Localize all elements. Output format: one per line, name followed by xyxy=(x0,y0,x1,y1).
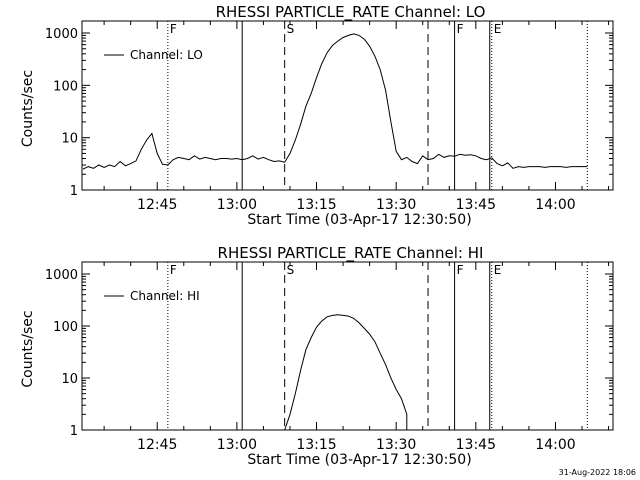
x-tick-label: 12:45 xyxy=(137,197,177,213)
marker-label: F xyxy=(170,22,177,36)
marker-label: F xyxy=(457,263,464,277)
plot-frame xyxy=(81,261,614,431)
chart-panel-hi: RHESSI PARTICLE_RATE Channel: HI 1 10 100 10… xyxy=(20,244,614,468)
x-tick-label: 13:15 xyxy=(296,437,336,453)
series-line xyxy=(82,33,588,170)
x-tick-label: 13:15 xyxy=(296,197,336,213)
legend-label: Channel: LO xyxy=(130,48,203,62)
x-tick-label: 13:45 xyxy=(456,197,496,213)
y-axis-label: Counts/sec xyxy=(20,70,36,147)
series-line xyxy=(284,314,408,431)
y-tick-label: 100 xyxy=(53,79,78,94)
plot-frame xyxy=(81,20,614,191)
y-tick-label: 1 xyxy=(70,184,78,199)
x-tick-label: 12:45 xyxy=(137,437,177,453)
x-axis-label: Start Time (03-Apr-17 12:30:50) xyxy=(247,212,471,228)
x-tick-label: 13:45 xyxy=(456,437,496,453)
marker-label: F xyxy=(457,22,464,36)
y-tick-label: 1000 xyxy=(45,268,78,283)
y-tick-label: 10 xyxy=(61,372,78,387)
marker-label: S xyxy=(287,263,295,277)
x-tick-label: 13:00 xyxy=(217,437,257,453)
y-tick-label: 1000 xyxy=(45,27,78,42)
x-axis-label: Start Time (03-Apr-17 12:30:50) xyxy=(247,452,471,468)
x-tick-label: 13:30 xyxy=(376,437,416,453)
y-tick-label: 100 xyxy=(53,320,78,335)
chart-title: RHESSI PARTICLE_RATE Channel: HI xyxy=(218,244,484,263)
y-tick-label: 10 xyxy=(61,132,78,147)
chart-panel-lo: RHESSI PARTICLE_RATE Channel: LO 1 10 100 10… xyxy=(20,3,614,228)
marker-label: E xyxy=(494,22,502,36)
chart-title: RHESSI PARTICLE_RATE Channel: LO xyxy=(216,3,486,22)
marker-label: E xyxy=(494,263,502,277)
legend-label: Channel: HI xyxy=(130,289,200,303)
marker-label: S xyxy=(287,22,295,36)
x-tick-label: 14:00 xyxy=(535,197,575,213)
marker-label: F xyxy=(170,263,177,277)
y-tick-label: 1 xyxy=(70,424,78,439)
y-axis-label: Counts/sec xyxy=(20,310,36,387)
footer-timestamp: 31-Aug-2022 18:06 xyxy=(559,468,636,477)
x-tick-label: 14:00 xyxy=(535,437,575,453)
x-tick-label: 13:00 xyxy=(217,197,257,213)
x-tick-label: 13:30 xyxy=(376,197,416,213)
